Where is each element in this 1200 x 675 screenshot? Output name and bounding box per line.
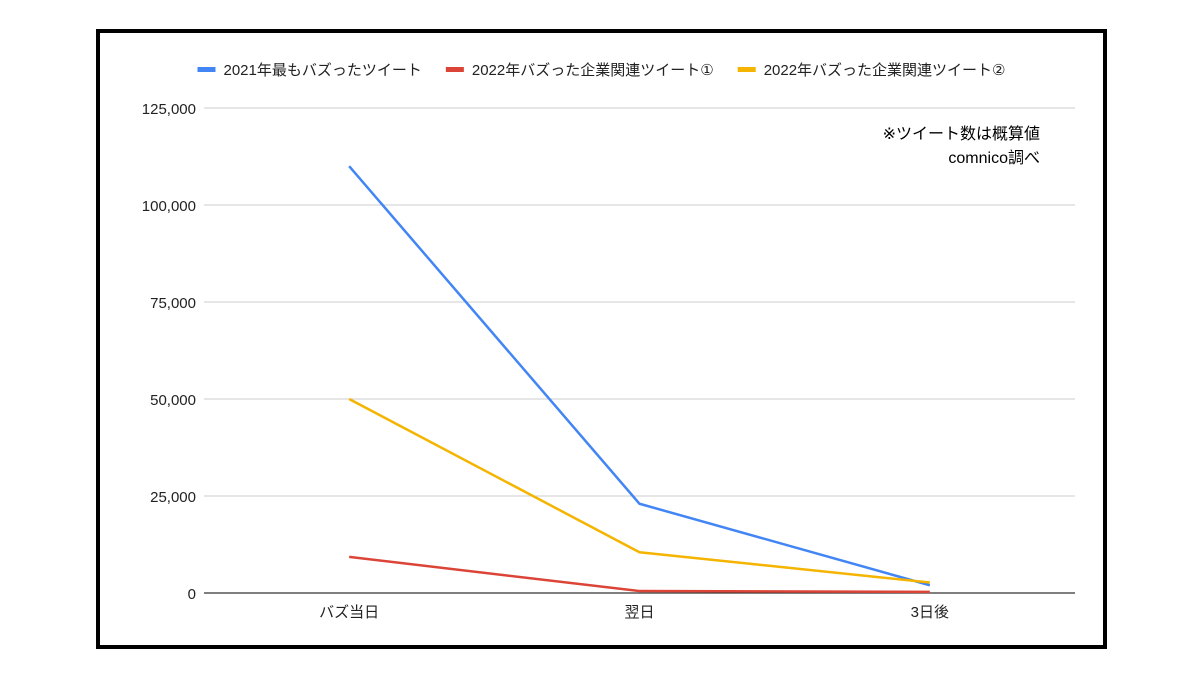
line-chart: 0 25,000 50,000 75,000 100,000 125,000 バズ当日 翌日… (142, 61, 1075, 621)
legend-swatch (445, 67, 464, 72)
x-tick-label: 翌日 (624, 604, 654, 621)
chart-frame: 0 25,000 50,000 75,000 100,000 125,000 バズ当日 翌日… (96, 29, 1107, 649)
gridlines (204, 107, 1075, 594)
y-tick-label: 50,000 (150, 392, 196, 409)
legend-item-2: 2022年バズった企業関連ツイート① (445, 61, 714, 79)
legend-label: 2022年バズった企業関連ツイート② (764, 61, 1006, 79)
series-line-1 (348, 165, 931, 587)
annotation: ※ツイート数は概算値 comnico調べ (883, 124, 1040, 167)
legend-swatch (737, 67, 756, 72)
y-axis-ticks: 0 25,000 50,000 75,000 100,000 125,000 (142, 101, 196, 603)
y-tick-label: 125,000 (142, 101, 196, 118)
legend-label: 2021年最もバズったツイート (223, 62, 421, 79)
y-tick-label: 0 (188, 586, 196, 603)
legend: 2021年最もバズったツイート 2022年バズった企業関連ツイート① 2022年バズ… (197, 61, 1006, 79)
legend-item-1: 2021年最もバズったツイート (197, 62, 422, 79)
annotation-line-2: comnico調べ (948, 149, 1040, 167)
series-line-3 (348, 397, 930, 584)
legend-label: 2022年バズった企業関連ツイート① (472, 61, 714, 79)
legend-swatch (197, 67, 216, 72)
x-axis-ticks: バズ当日 翌日 3日後 (319, 604, 949, 621)
y-tick-label: 100,000 (142, 198, 196, 215)
legend-item-3: 2022年バズった企業関連ツイート② (737, 61, 1006, 79)
series-lines (348, 165, 931, 594)
annotation-line-1: ※ツイート数は概算値 (883, 124, 1040, 143)
y-tick-label: 25,000 (150, 489, 196, 506)
x-tick-label: バズ当日 (319, 604, 379, 621)
y-tick-label: 75,000 (150, 295, 196, 312)
x-tick-label: 3日後 (911, 604, 949, 621)
